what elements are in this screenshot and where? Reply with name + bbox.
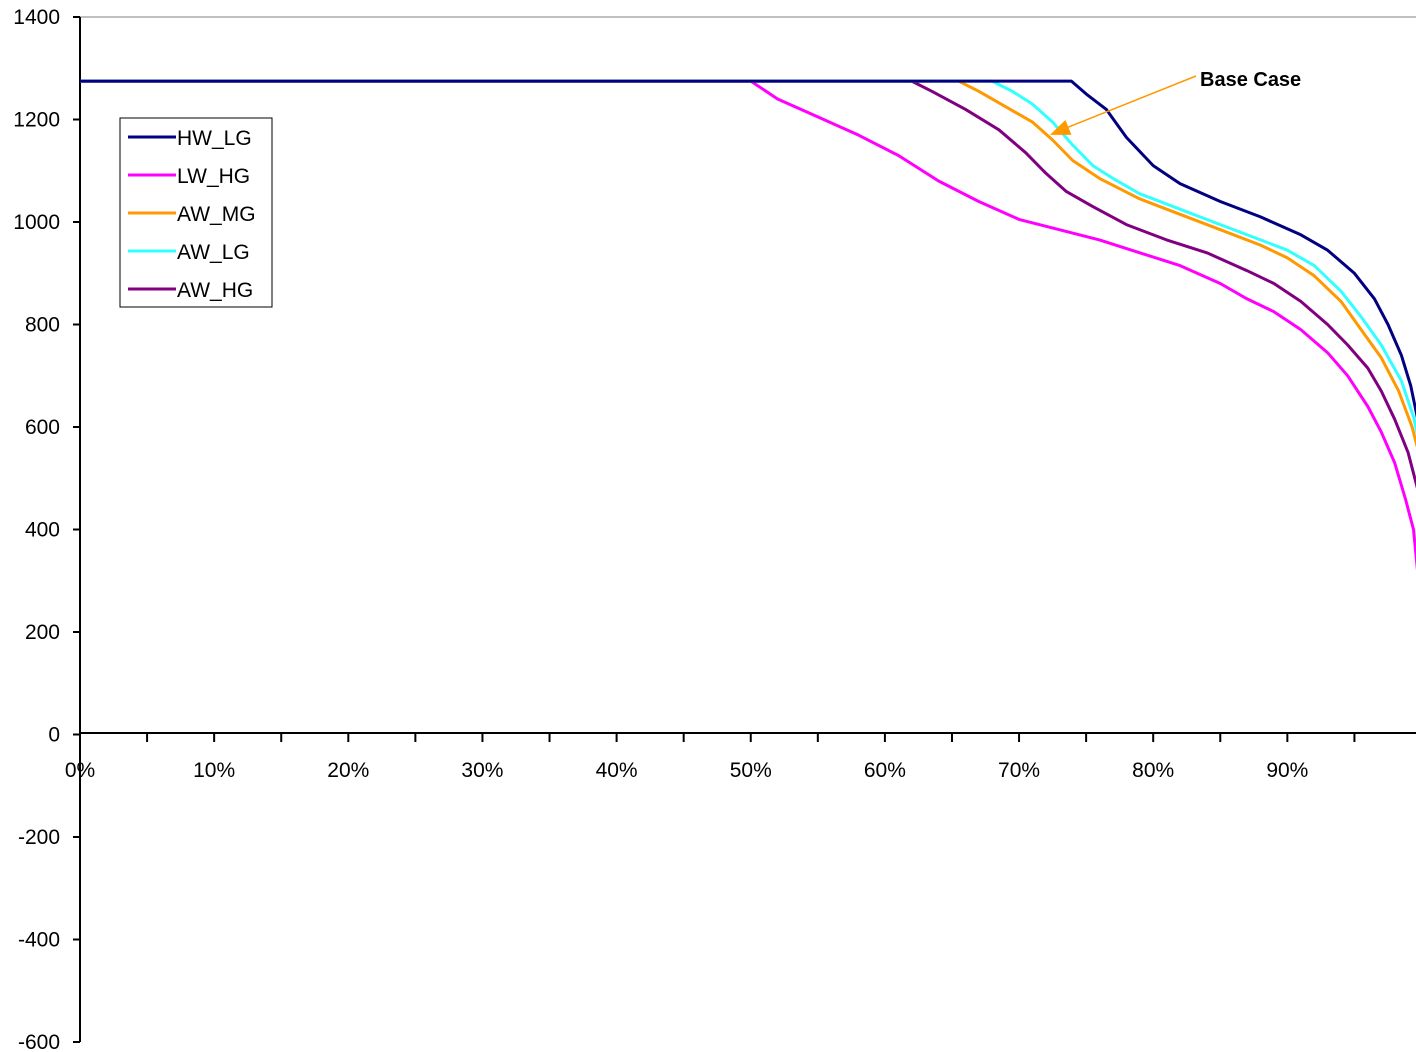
- x-tick-label: 0%: [65, 759, 95, 782]
- annotation-arrow-line: [1063, 75, 1197, 130]
- y-tick-label: -200: [18, 826, 60, 849]
- legend-label: LW_HG: [177, 165, 250, 188]
- annotation-arrow-head: [1049, 119, 1072, 135]
- y-tick-label: 600: [25, 416, 60, 439]
- x-tick-label: 30%: [461, 759, 503, 782]
- annotation-layer: Base Case: [1049, 69, 1301, 135]
- y-tick-label: 1000: [13, 211, 60, 234]
- series-line-aw-hg: [80, 79, 1416, 489]
- annotation-label: Base Case: [1200, 69, 1301, 91]
- y-tick-label: -600: [18, 1031, 60, 1052]
- series-line-aw-lg: [80, 79, 1416, 435]
- plot-frame: [79, 16, 1416, 1042]
- x-tick-label: 70%: [998, 759, 1040, 782]
- series-lines: [80, 79, 1416, 571]
- y-axis-ticks: 1400 1200 1000 800 600 400 200 0 -200 -400 -600: [13, 6, 80, 1052]
- x-axis-ticks: 0% 10% 20% 30% 40% 50% 60% 70% 80% 90%: [65, 733, 1356, 782]
- series-line-lw-hg: [80, 79, 1416, 571]
- x-tick-label: 80%: [1132, 759, 1174, 782]
- legend-label: AW_MG: [177, 203, 256, 226]
- legend-label: AW_LG: [177, 241, 250, 264]
- x-tick-label: 60%: [864, 759, 906, 782]
- y-tick-label: 400: [25, 519, 60, 542]
- x-tick-label: 10%: [193, 759, 235, 782]
- legend-label: HW_LG: [177, 127, 252, 150]
- series-line-aw-mg: [80, 79, 1416, 448]
- y-tick-label: 200: [25, 621, 60, 644]
- y-tick-label: 1200: [13, 109, 60, 132]
- y-tick-label: 1400: [13, 6, 60, 29]
- x-tick-label: 20%: [327, 759, 369, 782]
- legend-box: [119, 117, 273, 308]
- legend-label: AW_HG: [177, 279, 253, 302]
- series-line-hw-lg: [80, 79, 1416, 419]
- legend: HW_LG LW_HG AW_MG AW_LG AW_HG: [119, 117, 273, 308]
- x-tick-label: 50%: [730, 759, 772, 782]
- y-tick-label: 0: [48, 724, 60, 747]
- y-tick-label: -400: [18, 929, 60, 952]
- x-tick-label: 40%: [596, 759, 638, 782]
- x-tick-label: 90%: [1266, 759, 1308, 782]
- y-tick-label: 800: [25, 314, 60, 337]
